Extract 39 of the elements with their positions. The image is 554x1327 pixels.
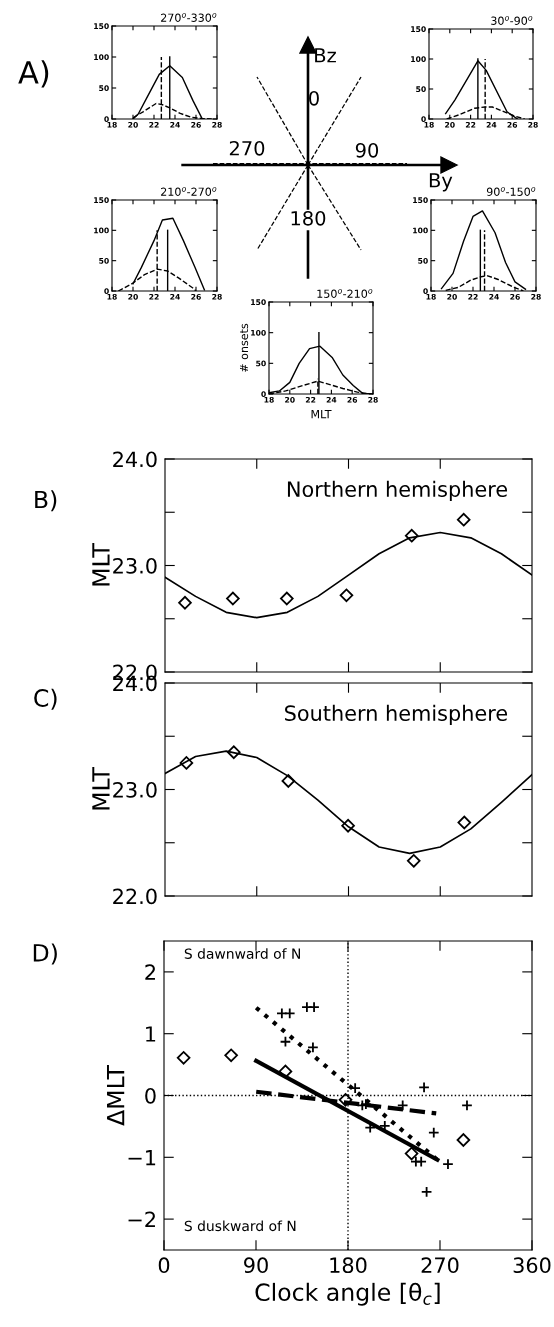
annotation: Northern hemisphere [287, 480, 508, 502]
y-tick-label: 23.0 [113, 781, 157, 798]
chart-title: 90$^{o}$-150$^{o}$ [486, 187, 536, 196]
text: Bz [315, 48, 336, 63]
chart-title: 210$^{o}$-270$^{o}$ [161, 187, 217, 196]
x-tick-label: 90 [244, 1257, 268, 1274]
text: A) [18, 60, 49, 88]
y-tick-label: 23.0 [113, 557, 157, 574]
x-axis-title: MLT [311, 410, 332, 419]
text: 270 [229, 140, 265, 156]
annotation: Southern hemisphere [285, 704, 508, 726]
y-axis-title: MLT [92, 543, 110, 586]
y-axis-title: MLT [92, 767, 110, 810]
text: D) [33, 943, 57, 965]
annotation: S duskward of N [184, 1220, 296, 1232]
chart-title: 270$^{o}$-330$^{o}$ [161, 13, 217, 22]
y-tick-label: 24.0 [113, 451, 157, 468]
y-axis-title: ΔMLT [107, 1065, 125, 1126]
x-tick-label: 0 [158, 1257, 170, 1274]
text: By [429, 173, 453, 192]
x-tick-label: 180 [330, 1257, 367, 1274]
y-tick-label: −1 [128, 1150, 156, 1166]
chart-title: 150$^{o}$-210$^{o}$ [317, 289, 373, 298]
y-tick-label: 22.0 [113, 888, 157, 905]
text: 90 [355, 142, 379, 158]
text: C) [34, 688, 57, 710]
y-tick-label: −2 [128, 1211, 155, 1228]
x-tick-label: 270 [421, 1257, 459, 1274]
y-tick-label: 1 [146, 1026, 156, 1042]
y-tick-label: 2 [145, 964, 155, 980]
text: 180 [291, 210, 326, 226]
y-tick-label: 0 [145, 1087, 156, 1104]
text: B) [35, 490, 57, 512]
x-axis-title: Clock angle [θ$_{c}$] [255, 1282, 440, 1306]
y-axis-title: # onsets [239, 323, 249, 372]
chart-title: 30$^{o}$-90$^{o}$ [491, 16, 533, 25]
annotation: S dawnward of N [184, 948, 300, 959]
text: 0 [309, 90, 319, 106]
x-tick-label: 360 [513, 1257, 551, 1274]
